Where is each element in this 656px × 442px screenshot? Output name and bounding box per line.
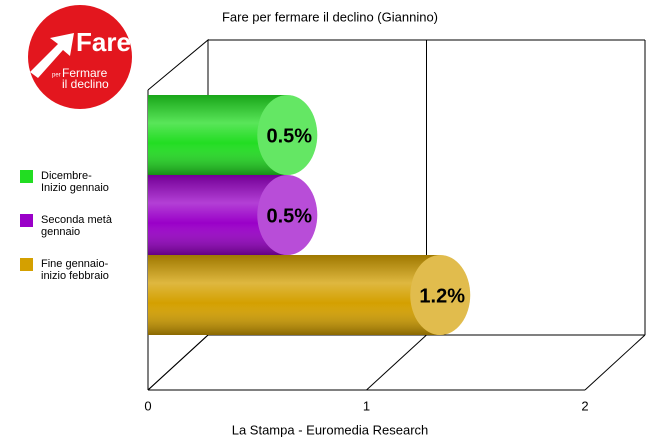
x-axis-label: La Stampa - Euromedia Research xyxy=(232,422,429,437)
bar-cap-light xyxy=(410,255,471,335)
logo-small: per xyxy=(52,73,61,79)
bar-cap xyxy=(410,255,471,335)
bar-cap-light xyxy=(257,95,318,175)
logo-line: Fermare xyxy=(62,66,108,80)
cylinder: 0.5% xyxy=(148,175,318,255)
legend-swatch xyxy=(20,214,33,227)
x-tick-label: 1 xyxy=(363,398,370,413)
logo-arrow xyxy=(30,33,74,78)
data-label: 1.2% xyxy=(419,285,465,307)
legend-swatch xyxy=(20,170,33,183)
logo: Fare per Fermare il declino xyxy=(28,5,132,109)
legend-label: Dicembre- Inizio gennaio xyxy=(41,170,109,194)
legend-label: Seconda metà gennaio xyxy=(41,214,112,238)
logo-circle xyxy=(28,5,132,109)
bar-cap xyxy=(257,175,318,255)
cylinder: 0.5% xyxy=(148,95,318,175)
chart-title: Fare per fermare il declino (Giannino) xyxy=(222,9,438,24)
x-tick-label: 0 xyxy=(144,398,151,413)
grid-line xyxy=(584,334,646,391)
legend-item: Seconda metà gennaio xyxy=(20,214,112,238)
logo-name: Fare xyxy=(76,27,131,57)
grid-line xyxy=(147,334,209,391)
logo-line: il declino xyxy=(62,77,109,91)
grid-line xyxy=(366,334,427,391)
cylinder: 1.2% xyxy=(148,255,471,335)
data-label: 0.5% xyxy=(266,125,312,147)
bar-cap-light xyxy=(257,175,318,255)
legend-label: Fine gennaio- inizio febbraio xyxy=(41,258,109,282)
legend-item: Dicembre- Inizio gennaio xyxy=(20,170,109,194)
data-label: 0.5% xyxy=(266,205,312,227)
legend-swatch xyxy=(20,258,33,271)
legend-item: Fine gennaio- inizio febbraio xyxy=(20,258,109,282)
x-tick-label: 2 xyxy=(581,398,588,413)
bar-cap xyxy=(257,95,318,175)
bar-shade xyxy=(148,255,441,335)
